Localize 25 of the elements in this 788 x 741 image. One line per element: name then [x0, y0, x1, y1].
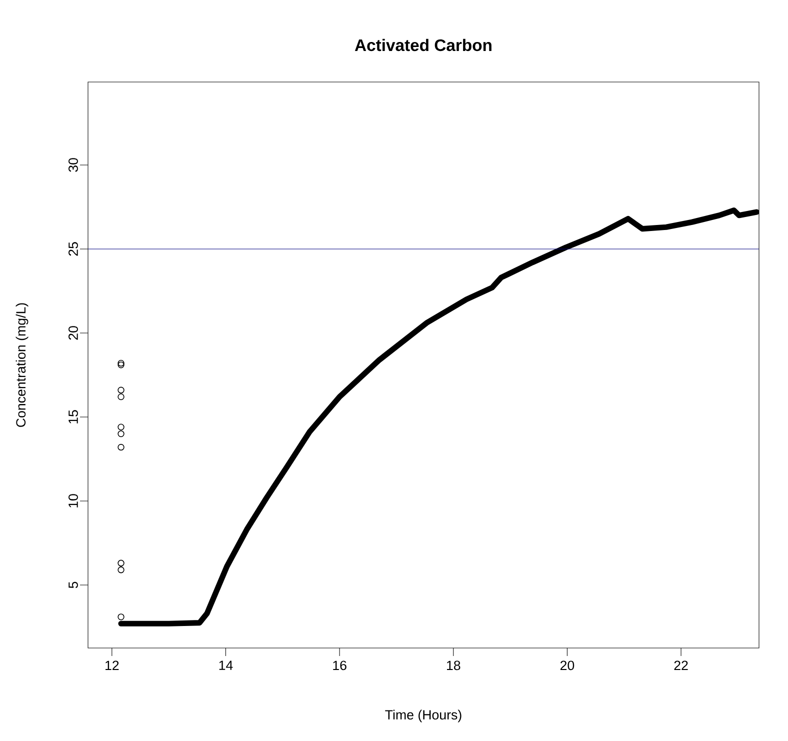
- y-tick-label: 25: [68, 242, 78, 256]
- x-tick-label: 16: [333, 660, 346, 670]
- point: [118, 566, 124, 574]
- point: [118, 560, 124, 566]
- x-tick-label: 18: [446, 660, 460, 670]
- point: [118, 444, 124, 451]
- point: [118, 430, 124, 438]
- x-axis-title: Time (Hours): [385, 710, 462, 722]
- x-tick-label: 20: [560, 660, 574, 670]
- chart-title: Activated Carbon: [354, 38, 492, 52]
- x-tick-label: 22: [674, 660, 688, 670]
- y-tick-label: 15: [68, 410, 78, 424]
- x-tick-label: 14: [219, 660, 233, 670]
- y-tick-label: 10: [68, 494, 78, 508]
- point: [118, 614, 124, 620]
- point: [118, 386, 124, 394]
- point: [118, 424, 124, 430]
- y-tick-label: 5: [68, 582, 78, 588]
- y-tick-label: 20: [68, 326, 78, 340]
- point: [118, 393, 124, 400]
- y-tick-label: 30: [68, 158, 78, 172]
- point: [118, 360, 124, 367]
- point: [118, 362, 124, 368]
- x-tick-label: 12: [106, 660, 119, 670]
- y-axis-title: Concentration (mg/L): [16, 303, 28, 427]
